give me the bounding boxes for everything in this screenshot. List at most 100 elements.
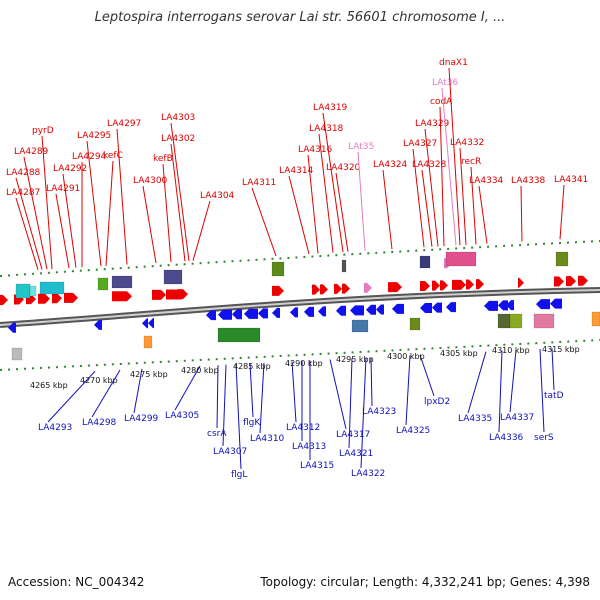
forward-gene-label[interactable]: LA4319	[313, 103, 348, 113]
reverse-gene-arrow[interactable]	[304, 306, 314, 317]
protein-domain-box[interactable]	[143, 335, 153, 349]
reverse-gene-label[interactable]: LA4322	[351, 469, 385, 479]
forward-gene-arrow[interactable]	[518, 277, 524, 288]
reverse-gene-arrow[interactable]	[148, 318, 154, 329]
forward-gene-arrow[interactable]	[476, 279, 484, 290]
protein-domain-box[interactable]	[351, 319, 369, 333]
forward-gene-label[interactable]: LA4327	[403, 139, 437, 149]
forward-gene-label[interactable]: dnaX1	[439, 58, 468, 68]
reverse-gene-arrow[interactable]	[94, 319, 102, 330]
reverse-gene-arrow[interactable]	[272, 307, 280, 318]
forward-gene-label[interactable]: LA4289	[14, 147, 49, 157]
forward-gene-arrow[interactable]	[420, 281, 430, 291]
forward-gene-label[interactable]: LA4332	[450, 138, 484, 148]
forward-gene-label[interactable]: LA4341	[554, 175, 588, 185]
reverse-gene-arrow[interactable]	[318, 306, 326, 317]
reverse-gene-arrow[interactable]	[350, 305, 364, 316]
protein-domain-box[interactable]	[409, 317, 421, 331]
forward-gene-arrow[interactable]	[554, 276, 564, 287]
forward-gene-arrow[interactable]	[440, 280, 448, 291]
protein-domain-box[interactable]	[39, 281, 65, 295]
forward-gene-arrow[interactable]	[334, 283, 342, 294]
reverse-gene-arrow[interactable]	[536, 299, 550, 310]
reverse-gene-arrow[interactable]	[258, 308, 268, 319]
forward-gene-arrow[interactable]	[64, 292, 78, 303]
reverse-gene-arrow[interactable]	[218, 309, 232, 320]
reverse-gene-label[interactable]: LA4293	[38, 423, 72, 433]
protein-domain-box[interactable]	[497, 313, 511, 329]
forward-gene-label[interactable]: LA4311	[242, 178, 276, 188]
reverse-gene-arrow[interactable]	[244, 308, 258, 319]
forward-gene-arrow[interactable]	[364, 282, 372, 293]
reverse-gene-label[interactable]: LA4307	[213, 447, 247, 457]
protein-domain-box[interactable]	[29, 285, 37, 297]
reverse-gene-arrow[interactable]	[506, 300, 514, 311]
forward-gene-label[interactable]: LA4297	[107, 119, 141, 129]
forward-gene-arrow[interactable]	[38, 293, 50, 304]
protein-domain-box[interactable]	[445, 251, 477, 267]
forward-gene-label[interactable]: recR	[461, 157, 481, 167]
reverse-gene-label[interactable]: LA4335	[458, 414, 492, 424]
reverse-gene-arrow[interactable]	[446, 302, 456, 313]
protein-domain-box[interactable]	[15, 283, 31, 299]
reverse-gene-label[interactable]: flgK	[243, 418, 261, 428]
forward-gene-label[interactable]: LA4292	[53, 164, 87, 174]
forward-gene-arrow[interactable]	[342, 283, 350, 294]
reverse-gene-label[interactable]: LA4315	[300, 461, 334, 471]
forward-gene-label[interactable]: LAt35	[348, 142, 374, 152]
reverse-gene-arrow[interactable]	[336, 305, 346, 316]
forward-gene-arrow[interactable]	[388, 282, 402, 293]
forward-gene-label[interactable]: kefC	[103, 151, 123, 161]
reverse-gene-arrow[interactable]	[498, 300, 508, 311]
forward-gene-label[interactable]: LA4318	[309, 124, 344, 134]
reverse-gene-arrow[interactable]	[484, 300, 498, 311]
reverse-gene-label[interactable]: LA4310	[250, 434, 285, 444]
protein-domain-box[interactable]	[419, 255, 431, 269]
protein-domain-box[interactable]	[341, 259, 347, 273]
forward-gene-label[interactable]: LA4324	[373, 160, 408, 170]
reverse-gene-arrow[interactable]	[142, 318, 148, 329]
forward-gene-arrow[interactable]	[578, 275, 588, 286]
reverse-gene-arrow[interactable]	[550, 298, 562, 309]
protein-domain-box[interactable]	[271, 261, 285, 277]
reverse-gene-label[interactable]: LA4323	[362, 407, 396, 417]
protein-domain-box[interactable]	[163, 269, 183, 285]
forward-gene-label[interactable]: LA4320	[326, 163, 361, 173]
forward-gene-label[interactable]: LA4329	[415, 119, 450, 129]
forward-gene-arrow[interactable]	[272, 285, 284, 296]
forward-gene-arrow[interactable]	[152, 289, 166, 300]
forward-gene-arrow[interactable]	[0, 295, 8, 305]
forward-gene-label[interactable]: LA4304	[200, 191, 235, 201]
forward-gene-label[interactable]: LA4287	[6, 188, 40, 198]
reverse-gene-arrow[interactable]	[366, 304, 376, 315]
reverse-gene-arrow[interactable]	[432, 302, 442, 313]
forward-gene-arrow[interactable]	[432, 280, 440, 291]
reverse-gene-label[interactable]: LA4312	[286, 423, 320, 433]
reverse-gene-arrow[interactable]	[206, 310, 216, 321]
reverse-gene-arrow[interactable]	[420, 303, 432, 313]
reverse-gene-label[interactable]: tatD	[544, 391, 564, 401]
forward-gene-arrow[interactable]	[466, 279, 474, 290]
forward-gene-label[interactable]: LA4316	[298, 145, 333, 155]
reverse-gene-arrow[interactable]	[392, 303, 404, 314]
reverse-gene-label[interactable]: lpxD2	[424, 397, 450, 407]
forward-gene-label[interactable]: kefB	[153, 154, 173, 164]
protein-domain-box[interactable]	[591, 311, 600, 327]
reverse-gene-label[interactable]: LA4317	[336, 430, 370, 440]
reverse-gene-label[interactable]: csrA	[207, 429, 227, 439]
forward-gene-arrow[interactable]	[320, 284, 328, 295]
forward-gene-arrow[interactable]	[112, 291, 132, 302]
forward-gene-label[interactable]: LAt36	[432, 78, 458, 88]
forward-gene-label[interactable]: LA4302	[161, 134, 195, 144]
protein-domain-box[interactable]	[11, 347, 23, 361]
reverse-gene-label[interactable]: LA4325	[396, 426, 430, 436]
forward-gene-label[interactable]: LA4291	[46, 184, 80, 194]
protein-domain-box[interactable]	[555, 251, 569, 267]
reverse-gene-label[interactable]: serS	[534, 433, 554, 443]
forward-gene-label[interactable]: pyrD	[32, 126, 54, 136]
reverse-gene-arrow[interactable]	[8, 322, 16, 333]
forward-gene-label[interactable]: LA4314	[279, 166, 314, 176]
forward-gene-label[interactable]: LA4338	[511, 176, 546, 186]
protein-domain-box[interactable]	[111, 275, 133, 289]
